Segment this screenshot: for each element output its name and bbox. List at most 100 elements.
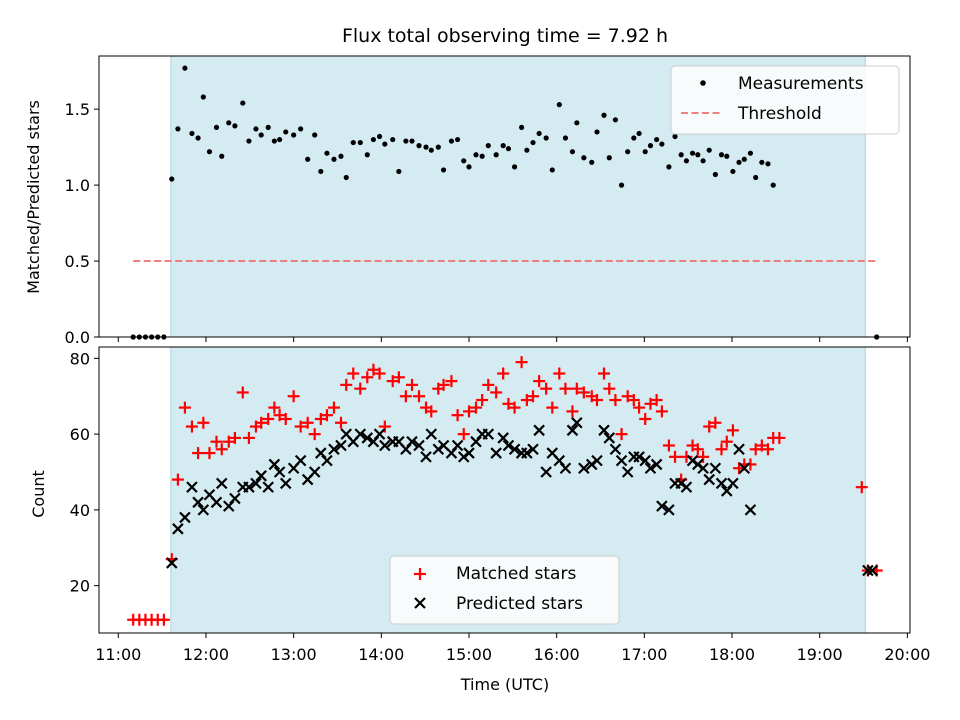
axes-frame [98,346,911,634]
predicted-point [425,428,438,440]
measurement-point [454,136,461,143]
matched-point [373,367,386,380]
predicted-point [463,447,475,459]
matched-point [171,473,184,486]
legend-measurements-marker [700,80,706,86]
predicted-point [186,481,198,493]
matched-point [279,412,292,425]
matched-point [308,428,321,441]
measurement-point [357,139,363,146]
measurement-point [524,147,530,153]
predicted-point [615,454,628,467]
measurement-point [543,135,549,141]
matched-point [650,394,663,407]
matched-point [715,443,728,456]
measurement-point [765,161,771,167]
chart-title: Flux total observing time = 7.92 h [342,25,668,47]
matched-point [633,401,646,414]
matched-point [242,431,255,444]
x-tick-label: 13:00 [271,645,317,664]
matched-point [703,420,716,433]
predicted-point [633,451,645,463]
measurement-point [271,138,277,144]
top-legend-box [670,65,900,135]
matched-point [855,481,868,494]
predicted-point [354,428,367,440]
matched-point [546,401,559,414]
predicted-point [497,432,509,444]
bottom-panel: 20 40 60 80 11:00 12:00 13:00 14:00 15:00 16:00 17… [29,346,930,694]
predicted-point [578,462,590,474]
y-tick-label: 1.5 [65,100,90,119]
predicted-point [709,462,722,474]
measurement-point [753,174,759,181]
measurement-points [130,65,880,340]
matched-point [515,356,528,369]
matched-point [570,382,583,395]
predicted-point [644,462,657,474]
matched-point [553,367,566,380]
predicted-point [680,481,693,493]
matched-point [192,447,205,460]
predicted-point [490,447,502,459]
measurement-point [324,150,330,156]
measurement-point [403,138,409,144]
matched-point [526,390,539,403]
matched-point [228,431,241,444]
legend-measurements-label: Measurements [738,74,864,94]
legend-matched-marker [414,568,426,580]
matched-point [386,375,399,388]
y-tick-label: 20 [70,577,90,596]
matched-point [726,424,739,437]
predicted-points [165,416,879,577]
predicted-point [656,500,668,512]
measurement-point [200,94,206,100]
measurement-point [440,167,447,173]
matched-point [744,458,757,471]
matched-point [378,420,391,433]
measurement-point [683,158,690,164]
predicted-point [321,454,333,467]
measurement-point [642,149,648,155]
measurement-point [485,143,491,149]
measurement-point [574,120,580,126]
predicted-point [598,424,610,437]
predicted-point [727,477,739,490]
measurement-point [606,155,612,161]
predicted-point [482,428,495,440]
measurement-point [678,152,684,158]
measurement-point [736,159,742,165]
measurement-point [428,147,434,153]
predicted-point [328,443,340,456]
predicted-point [406,435,418,448]
measurement-point [562,135,569,141]
y-tick-label: 60 [70,425,90,444]
predicted-point [279,477,292,490]
measurement-point [416,143,422,149]
measurement-point [718,152,725,158]
bottom-legend-box [389,555,620,625]
matched-point [236,386,249,399]
measurement-point [364,152,370,158]
y-tick-label: 80 [70,349,90,368]
matched-point [320,409,333,422]
predicted-point [210,496,223,509]
matched-point [340,378,353,391]
matched-point [644,397,657,410]
measurement-point [382,141,388,147]
matched-point [533,375,546,388]
predicted-point [243,481,255,493]
measurement-point [219,153,225,159]
measurement-point [246,138,252,144]
legend-predicted-label: Predicted stars [456,594,583,614]
matched-point [662,439,675,452]
matched-point [502,397,515,410]
measurement-point [759,159,765,165]
matched-point [185,420,198,433]
measurement-point [169,176,175,182]
measurement-point [589,159,595,165]
predicted-point [650,458,663,471]
measurement-point [291,132,297,138]
matched-point [413,390,426,403]
